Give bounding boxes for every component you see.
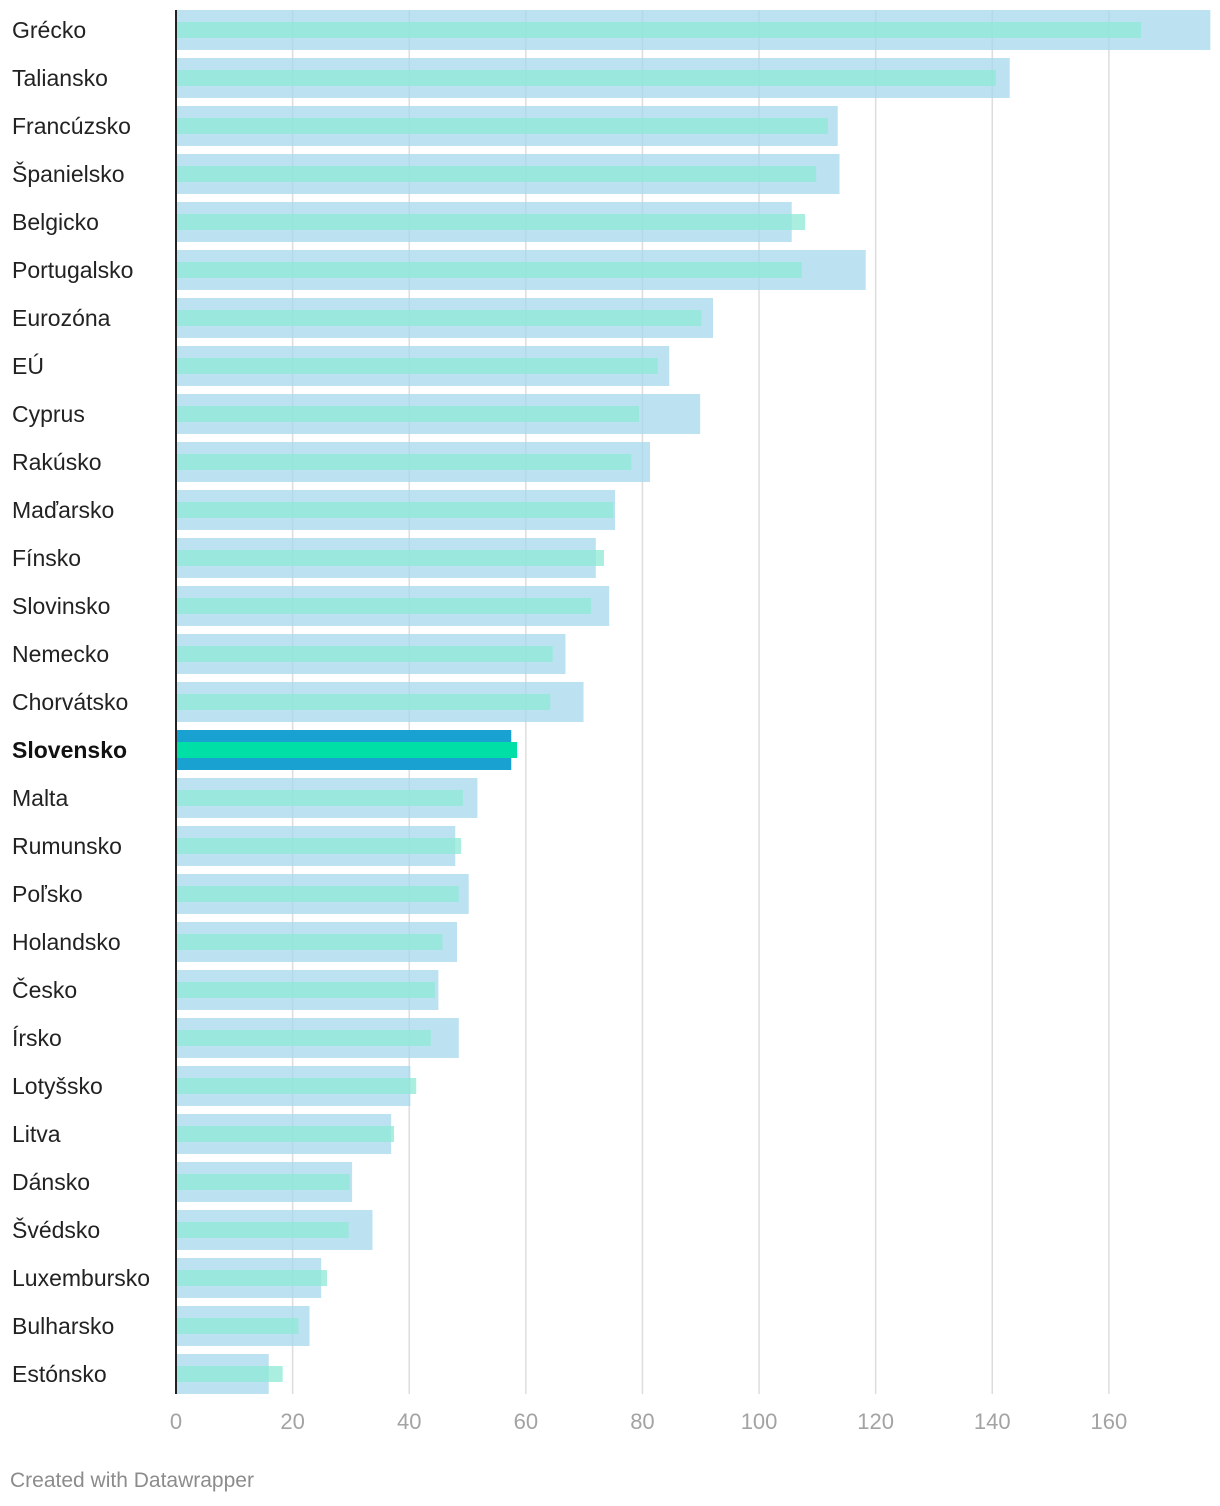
x-tick-label: 60	[514, 1409, 538, 1434]
bar-thin	[176, 70, 996, 86]
bar-thin	[176, 1270, 328, 1286]
bar-thin	[176, 694, 551, 710]
category-label: Španielsko	[12, 160, 125, 187]
x-tick-label: 120	[857, 1409, 894, 1434]
bar-thin	[176, 22, 1141, 38]
bar-thin	[176, 838, 462, 854]
bar-thin	[176, 934, 443, 950]
bar-thin	[176, 886, 459, 902]
x-tick-label: 100	[741, 1409, 778, 1434]
bar-thin	[176, 118, 828, 134]
category-label: Eurozóna	[12, 305, 111, 331]
bar-thin	[176, 598, 592, 614]
x-tick-label: 160	[1091, 1409, 1128, 1434]
category-label: Litva	[12, 1121, 61, 1147]
category-label: Rumunsko	[12, 833, 122, 859]
bar-thin	[176, 646, 553, 662]
category-label: Cyprus	[12, 401, 85, 427]
category-label: Nemecko	[12, 641, 109, 667]
category-label: Grécko	[12, 17, 86, 43]
x-tick-label: 80	[630, 1409, 654, 1434]
bar-thin	[176, 502, 614, 518]
bar-thin	[176, 454, 632, 470]
bar-thin	[176, 310, 702, 326]
bar-thin	[176, 1078, 417, 1094]
bar-thin	[176, 1222, 349, 1238]
category-label: Írsko	[12, 1025, 62, 1051]
x-axis-ticks: 0 20 40 60 80 100 120 140 160	[170, 1409, 1127, 1434]
category-label: Belgicko	[12, 209, 99, 235]
category-label: EÚ	[12, 353, 44, 379]
category-label: Maďarsko	[12, 497, 114, 523]
bar-thin	[176, 1126, 395, 1142]
x-tick-label: 20	[280, 1409, 304, 1434]
credit-text: Created with Datawrapper	[10, 1469, 254, 1492]
category-label: Slovensko	[12, 737, 127, 763]
bar-thin	[176, 166, 817, 182]
category-label: Malta	[12, 785, 68, 811]
bar-thin	[176, 1030, 431, 1046]
bar-thin	[176, 358, 658, 374]
bars	[176, 10, 1211, 1394]
x-tick-label: 0	[170, 1409, 182, 1434]
bar-thin	[176, 214, 806, 230]
category-label: Chorvátsko	[12, 689, 128, 715]
bar-thin	[176, 1174, 350, 1190]
category-label: Estónsko	[12, 1361, 107, 1387]
category-label: Česko	[12, 976, 77, 1003]
bar-thin	[176, 406, 639, 422]
bar-thin	[176, 550, 604, 566]
category-label: Francúzsko	[12, 113, 131, 139]
category-label: Holandsko	[12, 929, 121, 955]
category-label: Poľsko	[12, 881, 83, 907]
bar-chart: Grécko Taliansko Francúzsko Španielsko Belgi…	[12, 10, 1211, 1434]
category-label: Taliansko	[12, 65, 108, 91]
bar-thin	[176, 790, 463, 806]
x-tick-label: 140	[974, 1409, 1011, 1434]
bar-thin	[176, 742, 518, 758]
category-label: Bulharsko	[12, 1313, 114, 1339]
category-label: Luxembursko	[12, 1265, 150, 1291]
category-label: Fínsko	[12, 545, 81, 571]
category-label: Rakúsko	[12, 449, 101, 475]
bar-thin	[176, 262, 802, 278]
category-labels: Grécko Taliansko Francúzsko Španielsko Belgi…	[12, 17, 150, 1387]
category-label: Švédsko	[12, 1216, 100, 1243]
bar-thin	[176, 982, 435, 998]
x-tick-label: 40	[397, 1409, 421, 1434]
category-label: Dánsko	[12, 1169, 90, 1195]
bar-thin	[176, 1366, 283, 1382]
category-label: Lotyšsko	[12, 1073, 103, 1099]
category-label: Portugalsko	[12, 257, 133, 283]
bar-thin	[176, 1318, 299, 1334]
category-label: Slovinsko	[12, 593, 110, 619]
